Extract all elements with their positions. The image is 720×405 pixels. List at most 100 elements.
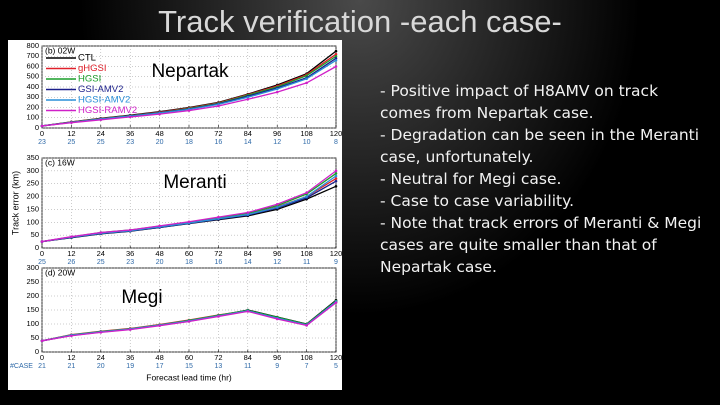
case-count: 5 [334, 363, 338, 370]
x-tick-label: 36 [126, 249, 134, 258]
case-count: 20 [97, 363, 105, 370]
case-count: 25 [68, 139, 76, 146]
bullet: - Neutral for Megi case. [380, 170, 562, 188]
case-count: 21 [38, 363, 46, 370]
x-tick-label: 0 [40, 249, 44, 258]
series-point [334, 177, 338, 180]
series-point [334, 174, 338, 178]
series-point [334, 169, 338, 173]
case-count: 13 [215, 363, 223, 370]
x-tick-label: 96 [273, 353, 281, 362]
bullet-list: - Positive impact of H8AMV on track come… [380, 80, 710, 278]
y-tick-label: 300 [26, 166, 39, 175]
y-axis-label: Track error (km) [10, 171, 20, 235]
x-tick-label: 12 [67, 249, 75, 258]
x-tick-label: 12 [67, 129, 75, 138]
series-point [334, 49, 338, 53]
legend-label: HGSI-RAMV2 [78, 105, 137, 116]
case-annotation: Nepartak [151, 61, 229, 82]
x-tick-label: 120 [330, 129, 343, 138]
legend-label: GSI-AMV2 [78, 84, 123, 95]
x-tick-label: 96 [273, 249, 281, 258]
x-tick-label: 72 [214, 353, 222, 362]
x-tick-label: 84 [244, 249, 252, 258]
case-count: 18 [185, 139, 193, 146]
x-tick-label: 108 [300, 129, 313, 138]
series-point [334, 172, 338, 175]
legend-label: CTL [78, 53, 96, 64]
series-point [70, 334, 73, 338]
x-tick-label: 24 [97, 249, 105, 258]
series-point [70, 235, 73, 238]
series-point [128, 328, 132, 331]
series-point [334, 179, 338, 183]
case-count: 14 [244, 259, 252, 266]
y-tick-label: 50 [31, 230, 39, 239]
series-point [70, 121, 73, 124]
panel-label: (c) 16W [45, 157, 75, 167]
series-point [305, 74, 308, 78]
series-point [334, 65, 338, 68]
series-point [305, 77, 308, 81]
series-point [305, 81, 308, 85]
y-tick-label: 0 [35, 123, 39, 132]
x-tick-label: 120 [330, 353, 343, 362]
x-tick-label: 12 [67, 353, 75, 362]
series-point [334, 184, 338, 188]
series-point [275, 87, 279, 91]
x-tick-label: 84 [244, 353, 252, 362]
case-count: 25 [97, 259, 105, 266]
y-tick-label: 800 [26, 41, 39, 50]
case-count: 26 [68, 259, 76, 266]
series-point [334, 57, 338, 60]
y-tick-label: 50 [31, 333, 39, 342]
x-tick-label: 24 [97, 129, 105, 138]
series-point [158, 112, 161, 116]
x-tick-label: 120 [330, 249, 343, 258]
y-tick-label: 200 [26, 102, 39, 111]
case-annotation: Megi [121, 287, 162, 308]
series-point [275, 202, 279, 206]
case-count: 12 [273, 259, 281, 266]
case-count: 19 [126, 363, 134, 370]
x-tick-label: 24 [97, 353, 105, 362]
series-point [275, 317, 279, 321]
series-point [187, 320, 191, 323]
y-tick-label: 150 [26, 305, 39, 314]
y-tick-label: 600 [26, 61, 39, 70]
bullet: - Case to case variability. [380, 192, 574, 210]
y-tick-label: 250 [26, 277, 39, 286]
x-tick-label: 36 [126, 129, 134, 138]
series-point [99, 231, 103, 234]
legend-label: HGSI [78, 74, 101, 85]
series-point [334, 54, 338, 58]
case-count: 23 [126, 139, 134, 146]
series-point [275, 206, 279, 209]
case-count: 16 [215, 259, 223, 266]
x-tick-label: 0 [40, 353, 44, 362]
case-count: 17 [156, 363, 164, 370]
x-tick-label: 84 [244, 129, 252, 138]
slide-title: Track verification -each case- [158, 4, 562, 39]
case-count: 11 [303, 259, 310, 266]
case-count: 15 [185, 363, 193, 370]
series-point [334, 301, 338, 305]
case-count: 20 [156, 139, 164, 146]
y-tick-label: 300 [26, 92, 39, 101]
series-point [217, 104, 220, 108]
bullet: - Positive impact of H8AMV on track come… [380, 82, 659, 122]
y-tick-label: 400 [26, 82, 39, 91]
y-tick-label: 0 [35, 347, 39, 356]
series-point [305, 324, 308, 327]
series-point [187, 220, 191, 224]
series-point [40, 339, 44, 343]
case-count: 7 [305, 363, 309, 370]
y-tick-label: 100 [26, 113, 39, 122]
series-point [40, 124, 44, 128]
case-count: 25 [38, 259, 46, 266]
case-annotation: Meranti [163, 172, 226, 193]
panel-label: (d) 20W [45, 267, 75, 277]
series-point [246, 213, 250, 216]
x-axis-label: Forecast lead time (hr) [146, 372, 232, 382]
